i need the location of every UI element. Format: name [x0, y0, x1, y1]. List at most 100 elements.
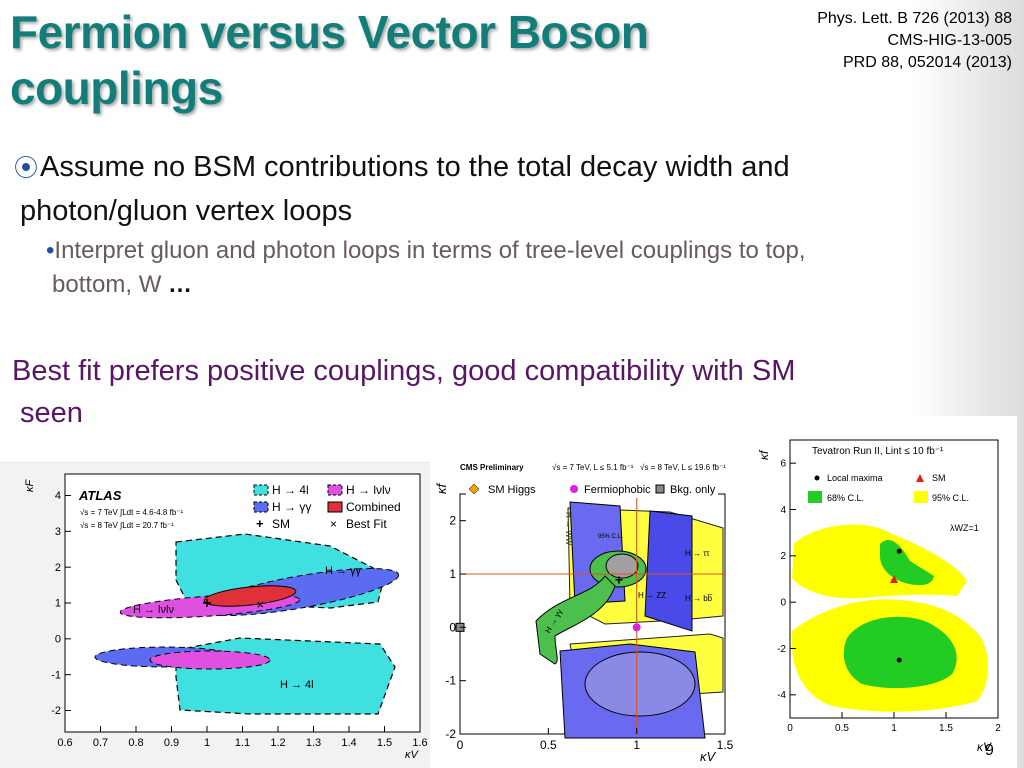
cms-preliminary-label: CMS Preliminary [460, 463, 524, 472]
legend-sm-symbol: + [256, 516, 264, 531]
bullet-assumption-line-2: photon/gluon vertex loops [20, 195, 353, 227]
atlas-chart: × ATLAS √s = 7 TeV ∫Ldt = 4.6-4.8 fb⁻¹ √… [0, 462, 430, 768]
legend-label-sm: SM [272, 517, 290, 531]
atlas-y-axis-label: κF [24, 479, 36, 493]
atlas-region-label-4l: H → 4l [280, 679, 314, 691]
legend-bkg-only-symbol [655, 484, 665, 494]
cms-region-label-tautau: H → ττ [685, 549, 710, 558]
tevatron-axis-ticks: 0 0.5 1 1.5 2 -4 -2 0 2 4 6 [777, 459, 1001, 735]
cms-zz-region-lower [584, 651, 696, 717]
cms-legend-box [466, 478, 718, 498]
legend-label-bkg-only: Bkg. only [670, 484, 716, 496]
bullet-assumption-line-1: Assume no BSM contributions to the total… [40, 151, 790, 183]
tevatron-local-maximum-upper [896, 548, 902, 554]
bullet-assumption: ⦿Assume no BSM contributions to the tota… [14, 146, 944, 232]
x-tick-label: 1.3 [306, 737, 321, 749]
tevatron-x-axis-label: κV [977, 740, 992, 754]
cms-gammagamma-region [535, 575, 616, 665]
legend-local-maxima-symbol [814, 475, 820, 481]
slide-title: Fermion versus Vector Boson couplings [10, 4, 710, 116]
cms-best-fit-marker: + [615, 571, 623, 587]
atlas-region-label-gammagamma: H → γγ [325, 565, 362, 577]
x-tick-label: 1 [891, 723, 897, 734]
legend-label-95: 95% C.L. [932, 493, 969, 503]
tevatron-68-region-upper [880, 540, 934, 586]
reference-list: Phys. Lett. B 726 (2013) 88 CMS-HIG-13-0… [817, 8, 1012, 74]
x-tick-label: 2 [995, 723, 1001, 734]
x-tick-label: 0.6 [57, 737, 72, 749]
atlas-lvlv-region-lower [149, 650, 271, 670]
x-tick-label: 1.5 [717, 738, 734, 752]
page-number: 9 [985, 742, 994, 759]
best-fit-line-2: seen [20, 397, 83, 429]
y-tick-label: -2 [51, 705, 61, 717]
x-tick-label: 0 [787, 723, 793, 734]
x-tick-label: 1 [204, 737, 210, 749]
atlas-lumi-8: √s = 8 TeV ∫Ldt = 20.7 fb⁻¹ [80, 521, 174, 530]
legend-swatch-4l [253, 484, 269, 496]
y-tick-label: 1 [449, 567, 456, 581]
x-tick-label: 0.5 [540, 738, 557, 752]
legend-label-sm-higgs: SM Higgs [488, 484, 536, 496]
legend-swatch-gammagamma [253, 501, 269, 513]
tevatron-title: Tevatron Run II, Lint ≤ 10 fb⁻¹ [812, 446, 944, 457]
legend-sm-higgs-symbol [468, 483, 480, 495]
legend-label-gammagamma: H → γγ [272, 500, 311, 514]
tevatron-legend: Local maxima SM 68% C.L. 95% C.L. [808, 473, 969, 503]
legend-label-best-fit: Best Fit [346, 517, 387, 531]
bullet-interpretation-line-1: Interpret gluon and photon loops in term… [54, 237, 806, 264]
legend-swatch-combined [327, 501, 343, 513]
y-tick-label: 2 [449, 514, 456, 528]
cms-lumi-7: √s = 7 TeV, L ≤ 5.1 fb⁻¹ [552, 463, 634, 472]
legend-95-swatch [914, 491, 928, 503]
legend-label-combined: Combined [346, 500, 401, 514]
y-tick-label: -4 [777, 690, 786, 701]
cms-legend: SM Higgs Fermiophobic Bkg. only [466, 478, 718, 498]
best-fit-statement: Best fit prefers positive couplings, goo… [12, 350, 952, 434]
title-line-1: Fermion versus Vector Boson [10, 6, 649, 58]
x-tick-label: 0.9 [164, 737, 179, 749]
x-tick-label: 0.8 [128, 737, 143, 749]
legend-label-lvlv: H → lνlν [346, 483, 391, 497]
legend-label-fermiophobic: Fermiophobic [584, 484, 651, 496]
atlas-axis-ticks: 0.6 0.7 0.8 0.9 1 1.1 1.2 1.3 1.4 1.5 1.6 -2 -1 0 1 2 3 4 [51, 490, 427, 749]
bullet-interpretation-line-2: bottom, W [52, 271, 162, 298]
y-tick-label: -1 [51, 669, 61, 681]
x-tick-label: 1.2 [270, 737, 285, 749]
cms-region-label-ww: H → WW [564, 512, 573, 546]
legend-swatch-lvlv [327, 484, 343, 496]
cms-x-axis-label: κV [700, 749, 717, 764]
cms-lumi-8: √s = 8 TeV, L ≤ 19.6 fb⁻¹ [640, 463, 726, 472]
y-tick-label: 0 [55, 634, 61, 646]
legend-68-swatch [808, 491, 822, 503]
target-bullet-icon: ⦿ [14, 155, 38, 182]
tevatron-sm-marker [890, 575, 898, 583]
tevatron-lambda-annotation: λWZ=1 [950, 523, 979, 533]
y-tick-label: -2 [777, 644, 786, 655]
y-tick-label: 4 [55, 490, 61, 502]
ellipsis: … [168, 271, 193, 298]
legend-best-fit-symbol: × [330, 517, 337, 531]
reference-1: Phys. Lett. B 726 (2013) 88 [817, 10, 1012, 27]
y-tick-label: 3 [55, 526, 61, 538]
x-tick-label: 1.1 [235, 737, 250, 749]
x-tick-label: 0 [457, 738, 464, 752]
atlas-lumi-7: √s = 7 TeV ∫Ldt = 4.6-4.8 fb⁻¹ [80, 508, 183, 517]
tevatron-y-axis-label: κf [757, 449, 771, 460]
cms-fermiophobic-marker [632, 623, 641, 632]
bullet-interpretation: •Interpret gluon and photon loops in ter… [46, 234, 966, 302]
legend-sm-symbol [916, 474, 924, 482]
atlas-combined-region [203, 585, 297, 607]
y-tick-label: -2 [445, 727, 456, 741]
title-line-2: couplings [10, 62, 223, 114]
cms-best-fit-region [605, 553, 639, 579]
x-tick-label: 0.5 [835, 723, 849, 734]
legend-label-68: 68% C.L. [827, 493, 864, 503]
cms-region-label-95cl: 95% C.L. [598, 534, 623, 540]
cms-chart: + CMS Preliminary √s = 7 TeV, L ≤ 5.1 fb… [430, 456, 740, 768]
best-fit-line-1: Best fit prefers positive couplings, goo… [12, 355, 796, 387]
x-tick-label: 1.4 [341, 737, 356, 749]
atlas-best-fit-marker: × [256, 597, 264, 612]
legend-label-local-maxima: Local maxima [827, 473, 883, 483]
dot-bullet-icon: • [46, 237, 55, 264]
